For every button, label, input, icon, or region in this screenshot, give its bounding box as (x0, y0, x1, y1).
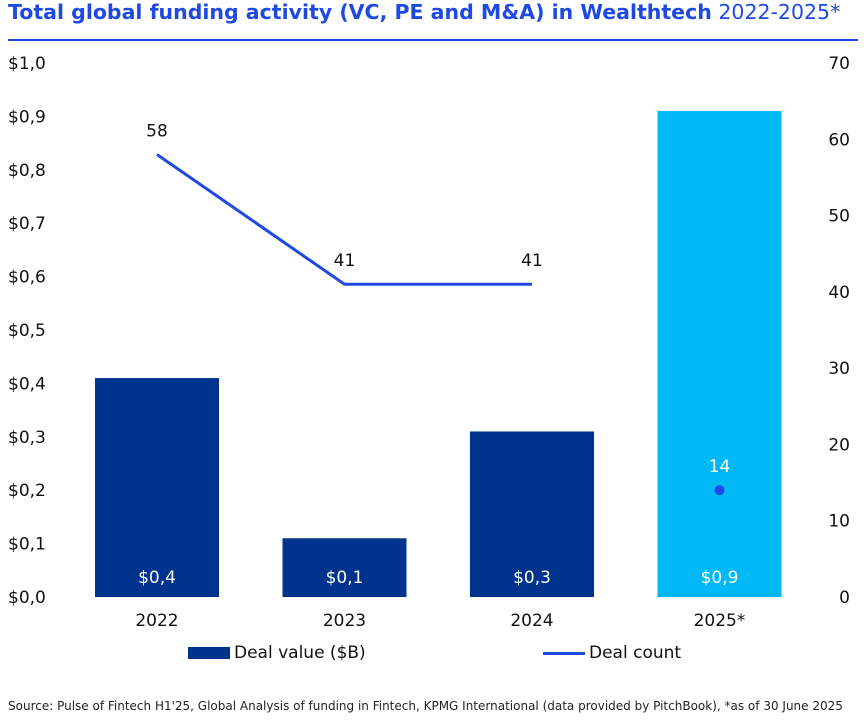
line-data-label: 41 (521, 251, 543, 271)
legend-swatch-line (543, 651, 585, 655)
bar-data-label: $0,1 (326, 568, 364, 588)
left-axis-tick: $0,1 (8, 535, 46, 555)
right-axis-tick: 20 (828, 435, 850, 455)
legend-swatch-bar (188, 647, 230, 659)
left-axis-tick: $0,9 (8, 107, 46, 127)
legend-label: Deal count (589, 643, 682, 663)
source-note: Source: Pulse of Fintech H1'25, Global A… (8, 699, 843, 713)
legend-label: Deal value ($B) (234, 643, 366, 663)
x-axis-tick: 2022 (135, 611, 178, 631)
right-axis-tick: 60 (828, 130, 850, 150)
bar-deal-value (657, 111, 782, 597)
left-axis-tick: $0,7 (8, 214, 46, 234)
left-axis-tick: $0,4 (8, 374, 46, 394)
left-axis-tick: $0,6 (8, 268, 46, 288)
chart-title: Total global funding activity (VC, PE an… (8, 0, 840, 24)
legend-item-deal-value: Deal value ($B) (188, 643, 366, 663)
x-axis-tick: 2024 (510, 611, 553, 631)
bar-data-label: $0,4 (138, 568, 176, 588)
right-axis-tick: 50 (828, 207, 850, 227)
bar-data-label: $0,3 (513, 568, 551, 588)
right-axis-tick: 70 (828, 54, 850, 74)
line-data-label: 58 (146, 122, 168, 142)
right-axis-tick: 40 (828, 283, 850, 303)
bar-deal-value (95, 378, 219, 597)
chart: $0,0 $0,1 $0,2 $0,3 $0,4 $0,5 $0,6 $0,7 $0,8 $0,9… (8, 54, 850, 631)
title-divider (8, 39, 858, 41)
x-axis-tick: 2023 (323, 611, 366, 631)
bar-data-label: $0,9 (701, 568, 739, 588)
bar-deal-value (282, 538, 407, 597)
right-axis-tick: 30 (828, 359, 850, 379)
left-axis-tick: $0,5 (8, 321, 46, 341)
legend-item-deal-count: Deal count (543, 643, 681, 663)
title-bold: Total global funding activity (VC, PE an… (8, 0, 712, 24)
right-axis-tick: 10 (828, 512, 850, 532)
left-axis-tick: $0,2 (8, 481, 46, 501)
left-axis-tick: $0,3 (8, 428, 46, 448)
line-point-deal-count (714, 485, 725, 496)
x-axis-tick: 2025* (694, 611, 746, 631)
right-axis-tick: 0 (839, 588, 850, 608)
title-period: 2022-2025* (718, 0, 841, 24)
line-data-label: 41 (334, 251, 356, 271)
line-deal-count (156, 153, 532, 286)
left-axis-tick: $0,8 (8, 161, 46, 181)
left-axis-tick: $0,0 (8, 588, 46, 608)
bar-deal-value (470, 431, 594, 597)
line-data-label: 14 (709, 457, 731, 477)
left-axis-tick: $1,0 (8, 54, 46, 74)
